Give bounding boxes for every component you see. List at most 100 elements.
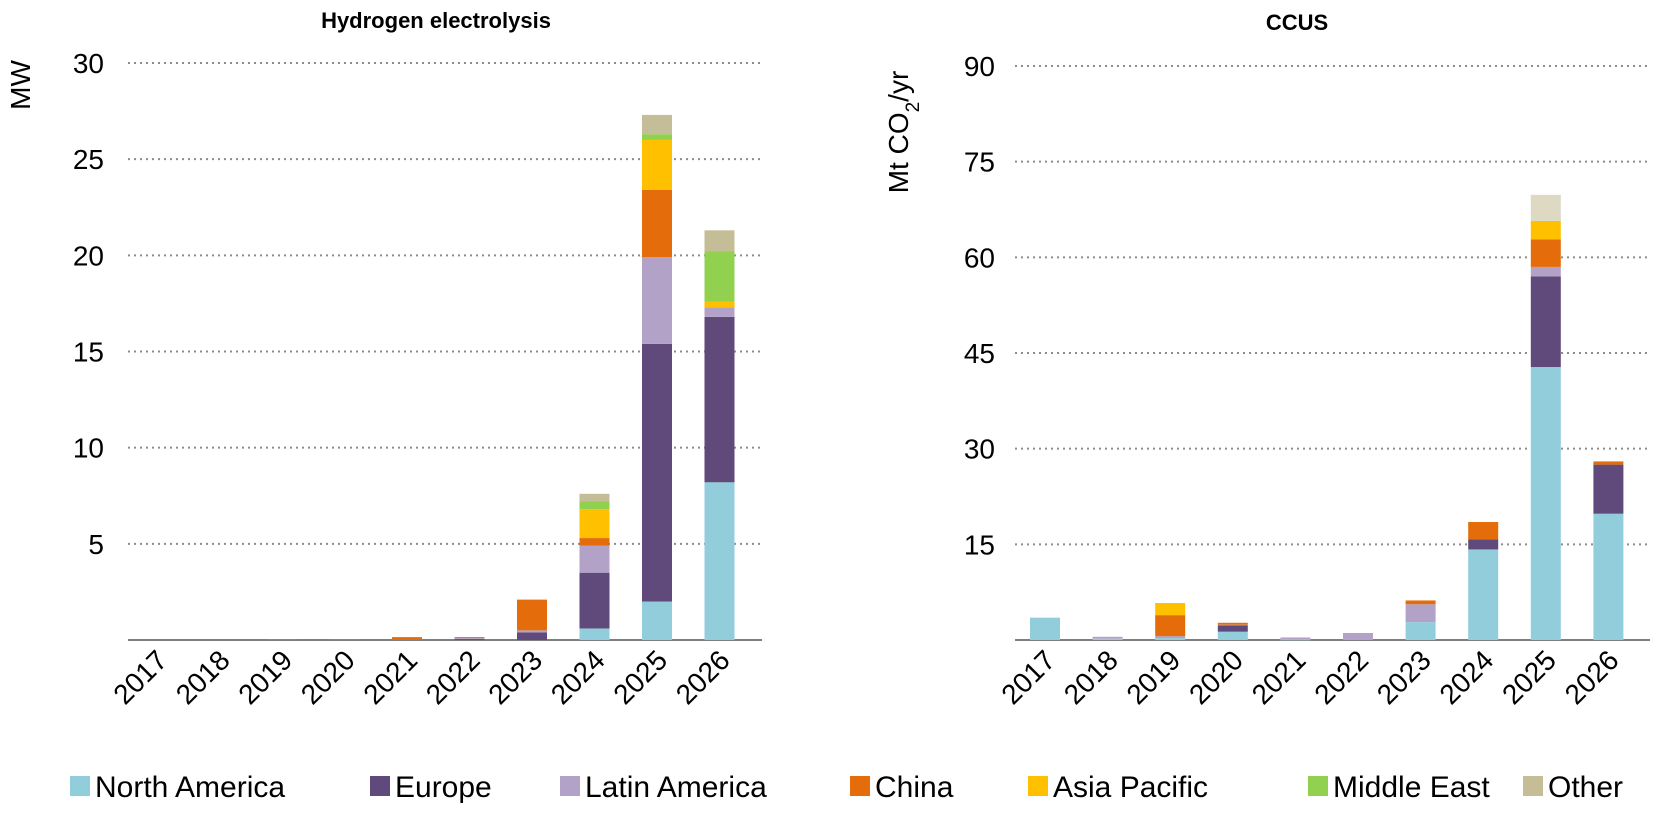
bar-stack-2017	[1030, 617, 1060, 640]
bar-europe-2026	[704, 316, 735, 483]
bar-latin-america-2020	[1217, 624, 1248, 626]
x-tick-label-2024: 2024	[1433, 644, 1499, 710]
y-tick-label-15: 15	[73, 337, 104, 368]
chart-title: Hydrogen electrolysis	[321, 8, 551, 33]
bar-latin-america-2023	[517, 630, 547, 633]
legend-swatch-china	[850, 776, 870, 796]
x-tick-label-2022: 2022	[1308, 644, 1374, 710]
bar-china-2020	[329, 639, 360, 640]
legend-label-middle-east: Middle East	[1333, 771, 1490, 804]
bar-north-america-2024	[579, 628, 610, 640]
x-tick-label-2023: 2023	[1371, 644, 1437, 710]
bar-north-america-2025	[1530, 367, 1561, 640]
bar-china-2019	[1155, 615, 1186, 637]
y-tick-label-5: 5	[88, 529, 104, 560]
bar-middle-east-2025	[642, 134, 672, 140]
bar-stack-2023	[517, 599, 547, 640]
bar-middle-east-2024	[579, 501, 610, 510]
bar-europe-2023	[517, 632, 547, 640]
y-tick-label-25: 25	[73, 144, 104, 175]
bar-europe-2024	[579, 572, 610, 629]
bar-china-2024	[1468, 522, 1499, 540]
legend-item-europe: Europe	[370, 771, 492, 804]
x-tick-label-2017: 2017	[107, 644, 173, 710]
legend-label-asia-pacific: Asia Pacific	[1053, 771, 1208, 804]
bar-stack-2023	[1405, 600, 1436, 640]
x-tick-label-2019: 2019	[1120, 644, 1186, 710]
bar-stack-2019	[267, 639, 297, 640]
bar-china-2019	[267, 639, 297, 640]
bar-stack-2025	[642, 114, 672, 640]
bar-north-america-2021	[1280, 639, 1311, 641]
bar-north-america-2026	[1593, 513, 1624, 640]
bar-other-2025	[1530, 194, 1561, 221]
legend-item-north-america: North America	[70, 771, 285, 804]
bar-stack-2022	[1343, 632, 1373, 640]
bar-europe-2025	[1530, 276, 1561, 368]
bar-north-america-2026	[704, 482, 735, 640]
bar-other-2026	[704, 230, 735, 252]
bar-north-america-2017	[1030, 617, 1060, 640]
hydrogen-electrolysis-chart: Hydrogen electrolysisMW51015202530201720…	[5, 8, 762, 710]
bar-latin-america-2023	[1405, 604, 1436, 623]
y-tick-label-45: 45	[964, 338, 995, 369]
bar-china-2023	[1405, 600, 1436, 605]
bar-latin-america-2018	[1092, 636, 1123, 639]
legend-item-latin-america: Latin America	[560, 771, 767, 804]
legend-swatch-other	[1523, 776, 1543, 796]
x-tick-label-2018: 2018	[170, 644, 236, 710]
legend-label-china: China	[875, 771, 954, 804]
bar-stack-2025	[1530, 194, 1561, 640]
bar-north-america-2023	[1405, 622, 1436, 640]
bar-stack-2022	[454, 637, 485, 640]
x-tick-label-2024: 2024	[545, 644, 611, 710]
bar-china-2024	[579, 538, 610, 546]
x-tick-label-2017: 2017	[995, 644, 1061, 710]
bar-other-2025	[642, 114, 672, 135]
y-tick-label-60: 60	[964, 242, 995, 273]
legend-swatch-middle-east	[1308, 776, 1328, 796]
bar-china-2025	[642, 189, 672, 258]
bar-stack-2018	[1092, 636, 1123, 640]
bar-stack-2020	[329, 639, 360, 640]
bar-middle-east-2026	[704, 251, 735, 302]
legend: North America Europe Latin America China Asi…	[70, 771, 1623, 804]
bar-stack-2026	[704, 230, 735, 640]
legend-item-asia-pacific: Asia Pacific	[1028, 771, 1208, 804]
bar-stack-2021	[392, 637, 422, 640]
bar-stack-2019	[1155, 603, 1186, 640]
bar-latin-america-2022	[1343, 632, 1373, 640]
bar-china-2025	[1530, 239, 1561, 267]
y-tick-label-30: 30	[964, 434, 995, 465]
y-axis-label: MW	[5, 60, 36, 110]
x-tick-label-2023: 2023	[482, 644, 548, 710]
bar-europe-2022	[454, 639, 485, 640]
bar-latin-america-2025	[1530, 266, 1561, 277]
bar-asia-pacific-2019	[1155, 603, 1186, 616]
bar-latin-america-2026	[704, 307, 735, 317]
bar-other-2024	[579, 493, 610, 502]
legend-swatch-latin-america	[560, 776, 580, 796]
bar-latin-america-2025	[642, 257, 672, 344]
bar-asia-pacific-2024	[579, 509, 610, 539]
y-tick-label-10: 10	[73, 433, 104, 464]
bar-china-2020	[1217, 622, 1248, 625]
bar-europe-2025	[642, 343, 672, 602]
bar-stack-2024	[1468, 522, 1499, 640]
x-tick-label-2026: 2026	[1559, 644, 1625, 710]
x-tick-label-2020: 2020	[295, 644, 361, 710]
bar-north-america-2020	[1217, 631, 1248, 640]
bar-latin-america-2021	[1280, 637, 1311, 640]
legend-item-middle-east: Middle East	[1308, 771, 1490, 804]
legend-label-europe: Europe	[395, 771, 492, 804]
bar-china-2026	[1593, 461, 1624, 465]
y-tick-label-90: 90	[964, 51, 995, 82]
bar-europe-2020	[1217, 625, 1248, 632]
bar-north-america-2024	[1468, 549, 1499, 640]
x-tick-label-2021: 2021	[357, 644, 423, 710]
x-tick-label-2022: 2022	[420, 644, 486, 710]
bar-latin-america-2019	[1155, 636, 1186, 639]
legend-swatch-europe	[370, 776, 390, 796]
